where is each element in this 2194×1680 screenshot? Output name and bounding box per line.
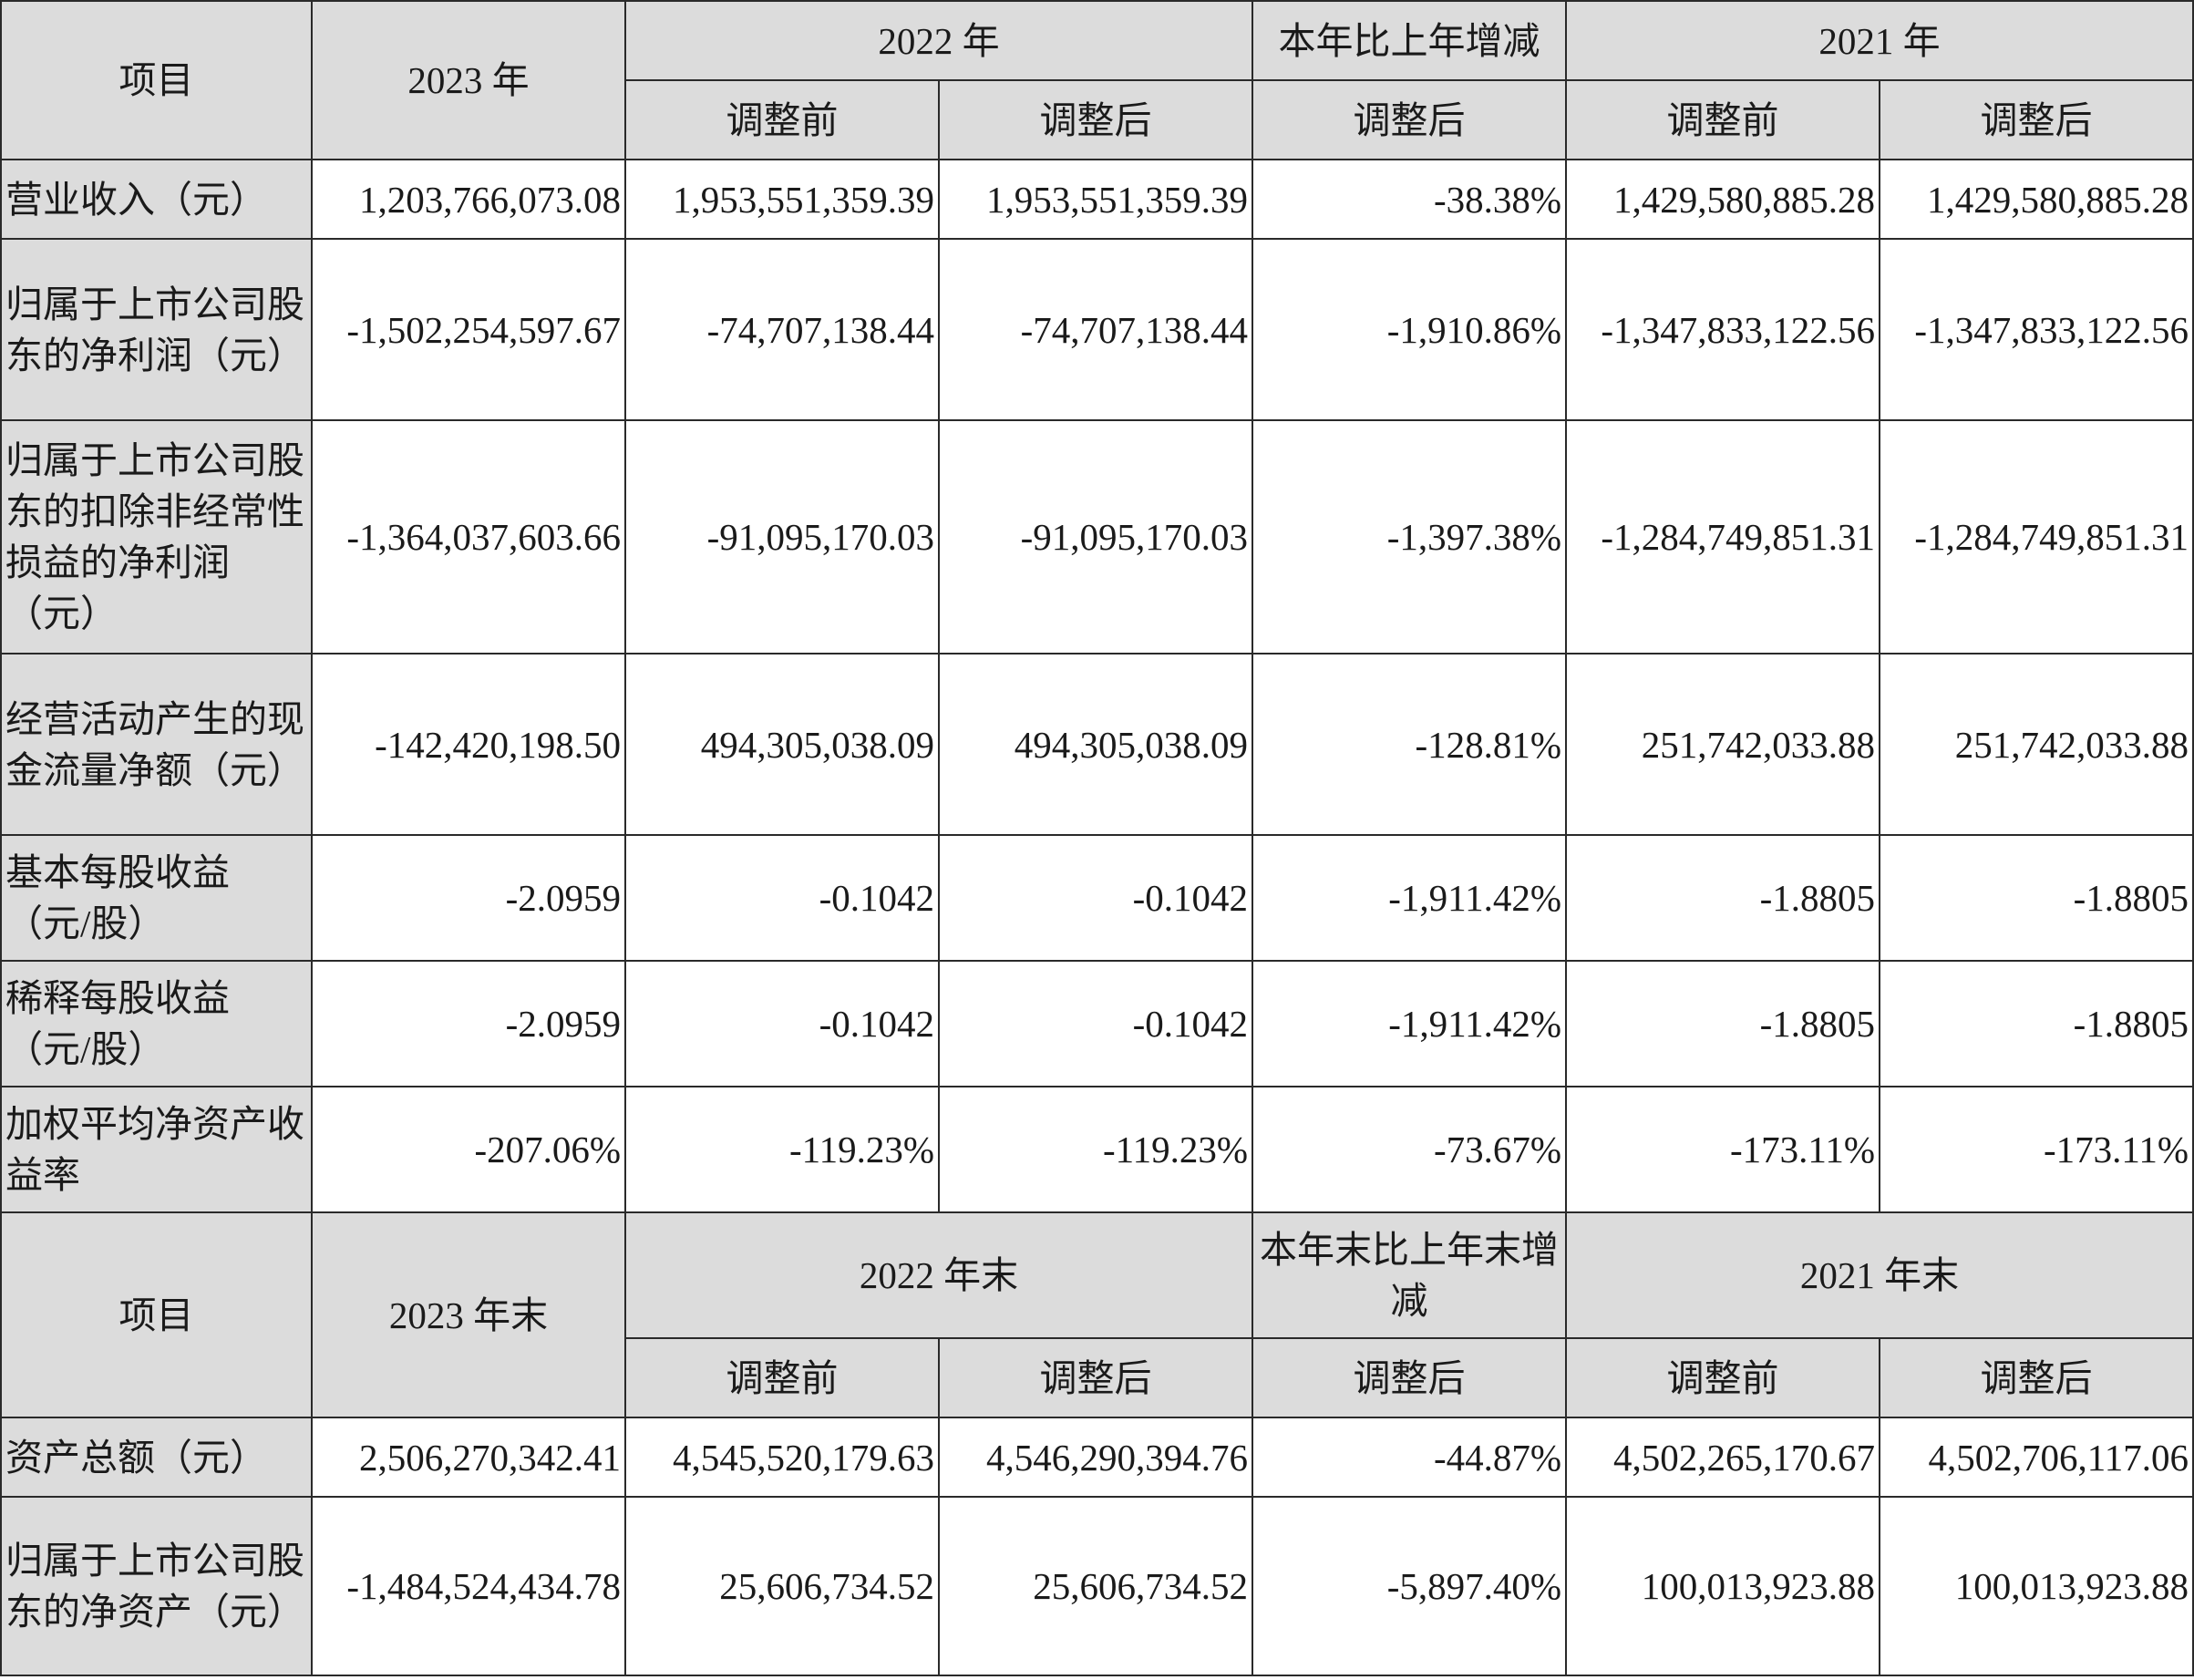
value-2021-before: -1.8805: [1565, 960, 1880, 1087]
header-2021-end: 2021 年末: [1565, 1211, 2194, 1339]
change-after: -38.38%: [1252, 159, 1567, 240]
row-label: 营业收入（元）: [0, 159, 313, 240]
value-2021-after: 4,502,706,117.06: [1879, 1417, 2194, 1498]
value-2022-after: 25,606,734.52: [938, 1496, 1253, 1676]
value-2021-after: -1.8805: [1879, 960, 2194, 1087]
value-2022-before: -0.1042: [624, 960, 940, 1087]
table-row: 加权平均净资产收益率 -207.06% -119.23% -119.23% -73.67…: [0, 1086, 2194, 1213]
section2-header-row-1: 项目 2023 年末 2022 年末 本年末比上年末增减 2021 年末: [0, 1211, 2194, 1418]
value-2023: -2.0959: [311, 960, 626, 1087]
value-2022-before: 1,953,551,359.39: [624, 159, 940, 240]
value-2021-before: -1,347,833,122.56: [1565, 238, 1880, 421]
value-2022-before: -91,095,170.03: [624, 419, 940, 654]
value-2021-after: 251,742,033.88: [1879, 653, 2194, 836]
table-row: 稀释每股收益（元/股） -2.0959 -0.1042 -0.1042 -1,911.4…: [0, 960, 2194, 1087]
change-after: -73.67%: [1252, 1086, 1567, 1213]
value-2022-after: -0.1042: [938, 960, 1253, 1087]
row-label: 归属于上市公司股东的净利润（元）: [0, 238, 313, 421]
change-after: -44.87%: [1252, 1417, 1567, 1498]
row-label: 资产总额（元）: [0, 1417, 313, 1498]
table-row: 归属于上市公司股东的净利润（元） -1,502,254,597.67 -74,707…: [0, 238, 2194, 421]
header-2021-after: 调整后: [1879, 79, 2194, 160]
header-2021-before: 调整前: [1565, 79, 1880, 160]
value-2021-before: -1.8805: [1565, 834, 1880, 962]
header-change-end: 本年末比上年末增减: [1252, 1211, 1567, 1339]
value-2023: -2.0959: [311, 834, 626, 962]
change-after: -128.81%: [1252, 653, 1567, 836]
value-2022-after: 4,546,290,394.76: [938, 1417, 1253, 1498]
value-2021-before: -1,284,749,851.31: [1565, 419, 1880, 654]
value-2022-before: -119.23%: [624, 1086, 940, 1213]
row-label: 基本每股收益（元/股）: [0, 834, 313, 962]
section1-header-row-2: 调整前 调整后 调整后 调整前 调整后: [1, 79, 2194, 160]
row-label: 归属于上市公司股东的净资产（元）: [0, 1496, 313, 1676]
value-2022-before: 4,545,520,179.63: [624, 1417, 940, 1498]
header-2022-before: 调整前: [624, 79, 940, 160]
header-2021: 2021 年: [1565, 0, 2194, 81]
header-2021-before: 调整前: [1565, 1337, 1880, 1418]
value-2021-before: -173.11%: [1565, 1086, 1880, 1213]
header-2022: 2022 年: [624, 0, 1253, 81]
header-change-after: 调整后: [1252, 79, 1567, 160]
table-row: 经营活动产生的现金流量净额（元） -142,420,198.50 494,305,0…: [0, 653, 2194, 836]
value-2022-after: 1,953,551,359.39: [938, 159, 1253, 240]
value-2022-after: -74,707,138.44: [938, 238, 1253, 421]
value-2023: -207.06%: [311, 1086, 626, 1213]
value-2023: -1,484,524,434.78: [311, 1496, 626, 1676]
header-2022-before: 调整前: [624, 1337, 940, 1418]
row-label: 加权平均净资产收益率: [0, 1086, 313, 1213]
value-2022-before: 25,606,734.52: [624, 1496, 940, 1676]
value-2022-before: -74,707,138.44: [624, 238, 940, 421]
value-2023: -1,502,254,597.67: [311, 238, 626, 421]
value-2022-after: -0.1042: [938, 834, 1253, 962]
change-after: -1,397.38%: [1252, 419, 1567, 654]
value-2023: 2,506,270,342.41: [311, 1417, 626, 1498]
value-2021-after: 1,429,580,885.28: [1879, 159, 2194, 240]
value-2022-after: 494,305,038.09: [938, 653, 1253, 836]
value-2021-after: -1.8805: [1879, 834, 2194, 962]
row-label: 经营活动产生的现金流量净额（元）: [0, 653, 313, 836]
value-2021-after: 100,013,923.88: [1879, 1496, 2194, 1676]
change-after: -1,911.42%: [1252, 834, 1567, 962]
header-item: 项目: [0, 0, 313, 160]
value-2021-after: -173.11%: [1879, 1086, 2194, 1213]
value-2021-before: 100,013,923.88: [1565, 1496, 1880, 1676]
value-2022-before: 494,305,038.09: [624, 653, 940, 836]
value-2021-after: -1,284,749,851.31: [1879, 419, 2194, 654]
value-2022-before: -0.1042: [624, 834, 940, 962]
header-2022-after: 调整后: [938, 1337, 1253, 1418]
row-label: 稀释每股收益（元/股）: [0, 960, 313, 1087]
change-after: -5,897.40%: [1252, 1496, 1567, 1676]
table-row: 归属于上市公司股东的净资产（元） -1,484,524,434.78 25,606,…: [0, 1496, 2194, 1676]
header-2021-after: 调整后: [1879, 1337, 2194, 1418]
row-label: 归属于上市公司股东的扣除非经常性损益的净利润（元）: [0, 419, 313, 654]
section2-header-row-2: 调整前 调整后 调整后 调整前 调整后: [1, 1337, 2194, 1418]
table-row: 归属于上市公司股东的扣除非经常性损益的净利润（元） -1,364,037,603.…: [0, 419, 2194, 654]
value-2022-after: -91,095,170.03: [938, 419, 1253, 654]
value-2022-after: -119.23%: [938, 1086, 1253, 1213]
header-item: 项目: [0, 1211, 313, 1418]
change-after: -1,911.42%: [1252, 960, 1567, 1087]
header-2023-end: 2023 年末: [311, 1211, 626, 1418]
value-2021-after: -1,347,833,122.56: [1879, 238, 2194, 421]
table-row: 基本每股收益（元/股） -2.0959 -0.1042 -0.1042 -1,911.4…: [0, 834, 2194, 962]
value-2023: -142,420,198.50: [311, 653, 626, 836]
table-row: 资产总额（元） 2,506,270,342.41 4,545,520,179.63 4…: [0, 1417, 2194, 1498]
header-2023: 2023 年: [311, 0, 626, 160]
value-2023: -1,364,037,603.66: [311, 419, 626, 654]
value-2023: 1,203,766,073.08: [311, 159, 626, 240]
value-2021-before: 4,502,265,170.67: [1565, 1417, 1880, 1498]
header-change-after: 调整后: [1252, 1337, 1567, 1418]
table-row: 营业收入（元） 1,203,766,073.08 1,953,551,359.39 1…: [0, 159, 2194, 240]
section1-header-row-1: 项目 2023 年 2022 年 本年比上年增减 2021 年: [0, 0, 2194, 160]
header-change: 本年比上年增减: [1252, 0, 1567, 81]
header-2022-end: 2022 年末: [624, 1211, 1253, 1339]
value-2021-before: 1,429,580,885.28: [1565, 159, 1880, 240]
change-after: -1,910.86%: [1252, 238, 1567, 421]
value-2021-before: 251,742,033.88: [1565, 653, 1880, 836]
header-2022-after: 调整后: [938, 79, 1253, 160]
